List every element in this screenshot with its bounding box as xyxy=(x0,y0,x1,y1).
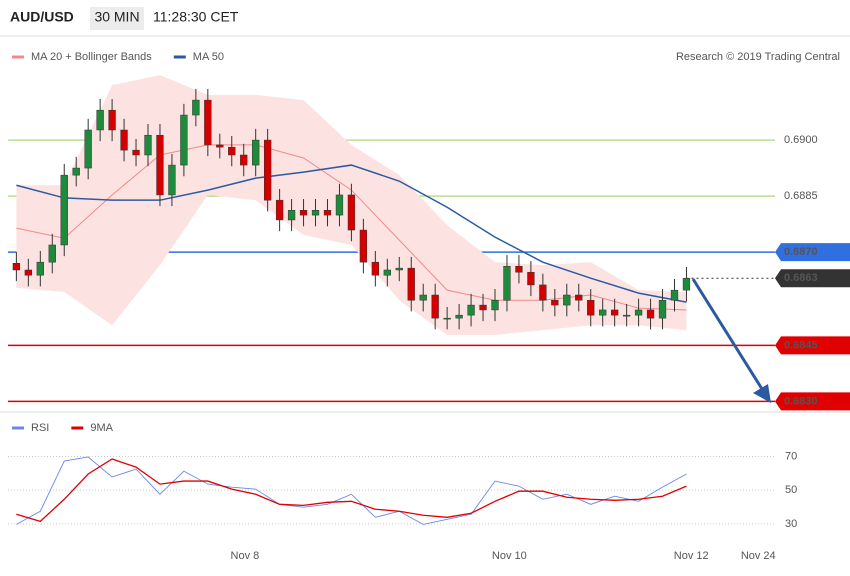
candle-body xyxy=(347,194,356,231)
candle-body xyxy=(60,174,68,246)
candle-body xyxy=(479,304,487,311)
candle-body xyxy=(204,99,212,146)
candle-body xyxy=(264,139,272,201)
legend-label: MA 50 xyxy=(193,51,224,63)
candle-body xyxy=(383,269,391,276)
candle-body xyxy=(275,199,284,221)
candle-body xyxy=(48,244,56,263)
rsi-panel: 30 50 70 Nov 8 Nov 10 Nov 12 Nov 24 RSI 9MA xyxy=(8,422,797,562)
x-tick-label: Nov 12 xyxy=(674,550,709,562)
candle-body xyxy=(108,109,116,131)
ma-line xyxy=(16,164,687,303)
candle-body xyxy=(658,299,667,319)
candle-body xyxy=(575,294,583,301)
time: 11:28:30 CET xyxy=(153,9,239,25)
level-label: 0.6863 xyxy=(784,272,818,284)
candle-body xyxy=(503,266,511,301)
candle-body xyxy=(144,134,152,156)
candle-body xyxy=(431,294,439,319)
candle-body xyxy=(395,267,403,271)
level-label-box xyxy=(775,269,850,288)
level-label: 0.6900 xyxy=(784,134,818,146)
level-label: 0.6830 xyxy=(784,395,818,407)
candle-body xyxy=(682,277,691,291)
x-tick-label: Nov 8 xyxy=(231,550,260,562)
candle-body xyxy=(240,154,248,166)
legend-label: RSI xyxy=(31,422,49,434)
candle-body xyxy=(24,269,32,276)
credit: Research © 2019 Trading Central xyxy=(676,51,840,63)
rsi-line xyxy=(16,458,687,523)
candle-body xyxy=(216,144,224,148)
candle-body xyxy=(670,289,679,301)
candle-body xyxy=(36,261,44,276)
candle-body xyxy=(443,317,451,320)
arrow-head xyxy=(753,384,771,403)
level-label: 0.6870 xyxy=(784,246,818,258)
level-label-box xyxy=(775,392,850,411)
candle-body xyxy=(72,167,80,176)
candle-body xyxy=(192,99,200,116)
candle-body xyxy=(622,314,631,317)
candle-body xyxy=(455,314,463,319)
level-label: 0.6845 xyxy=(784,339,818,351)
y-tick-label: 50 xyxy=(785,484,797,496)
candle-body xyxy=(84,129,92,169)
candle-body xyxy=(252,139,260,166)
forecast-arrow xyxy=(691,278,771,403)
interval: 30 MIN xyxy=(94,9,139,25)
x-tick-label: Nov 24 xyxy=(741,550,776,562)
candle-body xyxy=(228,146,236,156)
candle-body xyxy=(587,299,595,316)
interval-box xyxy=(90,7,144,30)
candle-body xyxy=(467,304,475,316)
candle-body xyxy=(646,309,655,319)
candle-body xyxy=(563,294,571,306)
candle-body xyxy=(287,210,296,221)
candle-body xyxy=(599,309,607,316)
candle-body xyxy=(96,109,104,131)
candle-body xyxy=(515,266,523,273)
candle-body xyxy=(539,284,547,301)
legend-label: 9MA xyxy=(90,422,113,434)
candle-body xyxy=(407,267,415,301)
candle-body xyxy=(634,309,643,316)
level-label-box xyxy=(775,243,850,262)
candle-body xyxy=(180,114,188,166)
candle-body xyxy=(132,149,140,156)
candle-body xyxy=(359,229,368,263)
legend-label: MA 20 + Bollinger Bands xyxy=(31,51,152,63)
candle-body xyxy=(419,294,427,301)
candle-body xyxy=(335,194,344,216)
price-panel: 0.6900 0.6885 0.6870 0.6863 0.6845 0.6830 MA 2… xyxy=(8,51,850,411)
candle-body xyxy=(371,261,379,276)
y-tick-label: 30 xyxy=(785,518,797,530)
x-tick-label: Nov 10 xyxy=(492,550,527,562)
arrow-shaft xyxy=(691,278,764,390)
candle-body xyxy=(120,129,128,151)
level-label: 0.6885 xyxy=(784,190,818,202)
candle-body xyxy=(168,164,176,196)
candle-body xyxy=(156,134,164,196)
candle-body xyxy=(311,210,320,216)
candle-body xyxy=(551,299,559,306)
candle-body xyxy=(491,299,499,311)
candle-body xyxy=(299,210,308,216)
level-label-box xyxy=(775,336,850,355)
candle-body xyxy=(12,263,21,271)
candle-body xyxy=(323,210,332,216)
candle-body xyxy=(527,271,535,286)
candle-body xyxy=(611,309,619,316)
y-tick-label: 70 xyxy=(785,450,797,462)
symbol: AUD/USD xyxy=(10,9,74,25)
